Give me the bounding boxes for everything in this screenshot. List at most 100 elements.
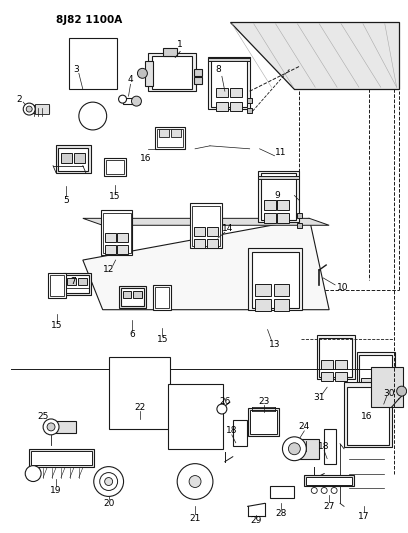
Text: 7: 7 [70, 277, 76, 286]
Bar [306, 477, 352, 484]
Circle shape [189, 475, 201, 488]
Text: 10: 10 [337, 284, 348, 293]
Bar [361, 390, 373, 399]
Bar [157, 129, 183, 147]
Text: 8: 8 [215, 65, 221, 74]
Bar [56, 145, 91, 173]
Bar [257, 171, 299, 222]
Polygon shape [230, 22, 399, 89]
Bar [194, 239, 205, 248]
Polygon shape [208, 59, 250, 61]
Bar [208, 58, 250, 109]
Bar [211, 59, 247, 107]
Bar [297, 213, 302, 219]
Bar [247, 98, 252, 103]
Circle shape [331, 488, 337, 494]
Bar [359, 356, 392, 395]
Text: 16: 16 [140, 154, 151, 163]
Text: 14: 14 [222, 224, 233, 233]
Bar [122, 98, 140, 104]
Circle shape [105, 478, 113, 486]
Circle shape [282, 437, 306, 461]
Text: 31: 31 [313, 393, 325, 401]
Bar [168, 384, 223, 449]
Bar [304, 474, 354, 487]
Bar [321, 372, 333, 381]
Bar [31, 451, 92, 465]
Bar [119, 286, 146, 308]
Bar [207, 227, 218, 236]
Bar [192, 206, 220, 246]
Bar [106, 160, 124, 174]
Bar [56, 421, 76, 433]
Bar [117, 245, 128, 254]
Bar [264, 213, 275, 223]
Bar [133, 291, 142, 298]
Bar [216, 88, 228, 97]
Circle shape [397, 386, 407, 396]
Text: 15: 15 [157, 335, 168, 344]
Bar [29, 449, 94, 466]
Bar [248, 408, 279, 436]
Bar [252, 252, 299, 308]
Bar [273, 299, 289, 311]
Bar [335, 372, 347, 381]
Text: 6: 6 [130, 330, 135, 339]
Text: 19: 19 [50, 486, 62, 495]
Text: 3: 3 [73, 65, 79, 74]
Text: 27: 27 [324, 502, 335, 511]
Bar [61, 153, 72, 163]
Bar [347, 387, 389, 445]
Circle shape [217, 404, 227, 414]
Bar [247, 108, 252, 113]
Bar [121, 288, 144, 306]
Bar [277, 213, 289, 223]
Bar [375, 390, 387, 399]
Circle shape [119, 95, 126, 103]
Polygon shape [257, 175, 299, 179]
Text: 23: 23 [258, 397, 269, 406]
Circle shape [25, 466, 41, 481]
Bar [69, 37, 117, 89]
Text: 13: 13 [269, 340, 280, 349]
Circle shape [43, 419, 59, 435]
Circle shape [47, 423, 55, 431]
Bar [103, 213, 131, 253]
Bar [74, 153, 85, 163]
Bar [109, 358, 170, 429]
Circle shape [100, 473, 118, 490]
Text: 16: 16 [361, 413, 373, 422]
Bar [50, 275, 64, 296]
Circle shape [288, 443, 300, 455]
Text: 26: 26 [219, 397, 231, 406]
Bar [207, 239, 218, 248]
Circle shape [177, 464, 213, 499]
Bar [361, 378, 373, 387]
Bar [297, 223, 302, 228]
Bar [171, 129, 181, 137]
Bar [335, 360, 347, 369]
Text: 22: 22 [135, 402, 146, 411]
Bar [317, 335, 355, 379]
Bar [250, 410, 277, 434]
Text: 18: 18 [318, 442, 330, 451]
Text: 21: 21 [189, 514, 201, 523]
Text: 4: 4 [128, 75, 133, 84]
Bar [155, 127, 185, 149]
Bar [153, 285, 171, 310]
Text: 15: 15 [109, 192, 120, 201]
Bar [155, 287, 169, 308]
Text: 28: 28 [276, 509, 287, 518]
Bar [29, 105, 49, 113]
Bar [190, 204, 222, 248]
Bar [152, 56, 192, 89]
Bar [216, 102, 228, 111]
Text: 2: 2 [16, 95, 22, 103]
Bar [78, 278, 87, 285]
Text: 25: 25 [38, 413, 49, 422]
Bar [194, 227, 205, 236]
Circle shape [26, 106, 32, 112]
Bar [255, 299, 271, 311]
Bar [117, 233, 128, 242]
Bar [35, 104, 49, 114]
